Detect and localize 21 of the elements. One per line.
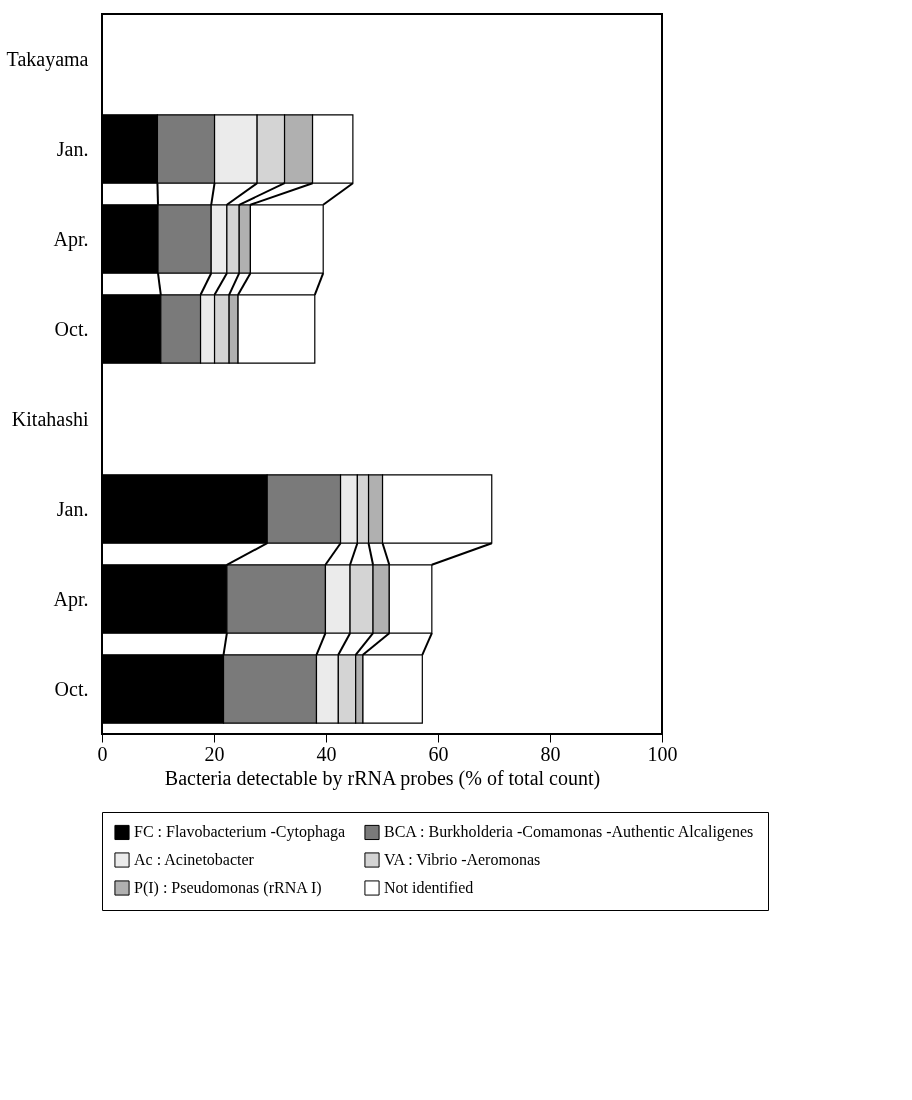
legend-label: Not identified bbox=[384, 879, 474, 896]
x-tick-label: 40 bbox=[316, 742, 337, 765]
x-tick-label: 100 bbox=[647, 742, 678, 765]
y-tick-label: Apr. bbox=[53, 587, 89, 611]
x-tick-label: 20 bbox=[204, 742, 225, 765]
y-tick-label: Oct. bbox=[54, 317, 89, 340]
y-tick-label: Oct. bbox=[54, 677, 89, 700]
x-tick-label: 80 bbox=[540, 742, 561, 765]
y-tick-label: Takayama bbox=[6, 47, 89, 71]
x-tick-label: 0 bbox=[97, 742, 108, 765]
y-tick-label: Jan. bbox=[56, 497, 89, 520]
y-tick-label: Kitahashi bbox=[11, 407, 89, 430]
legend-label: Ac : Acinetobacter bbox=[134, 851, 255, 868]
legend-label: FC : Flavobacterium -Cytophaga bbox=[134, 823, 346, 842]
y-tick-label: Jan. bbox=[56, 137, 89, 160]
legend-label: BCA : Burkholderia -Comamonas -Authentic Alcaligenes bbox=[384, 823, 754, 842]
y-tick-label: Apr. bbox=[53, 227, 89, 251]
legend-label: VA : Vibrio -Aeromonas bbox=[384, 851, 541, 868]
x-axis-title: Bacteria detectable by rRNA probes (% of total count) bbox=[164, 766, 601, 790]
legend-label: P(I) : Pseudomonas (rRNA I) bbox=[134, 879, 322, 897]
x-tick-label: 60 bbox=[428, 742, 449, 765]
